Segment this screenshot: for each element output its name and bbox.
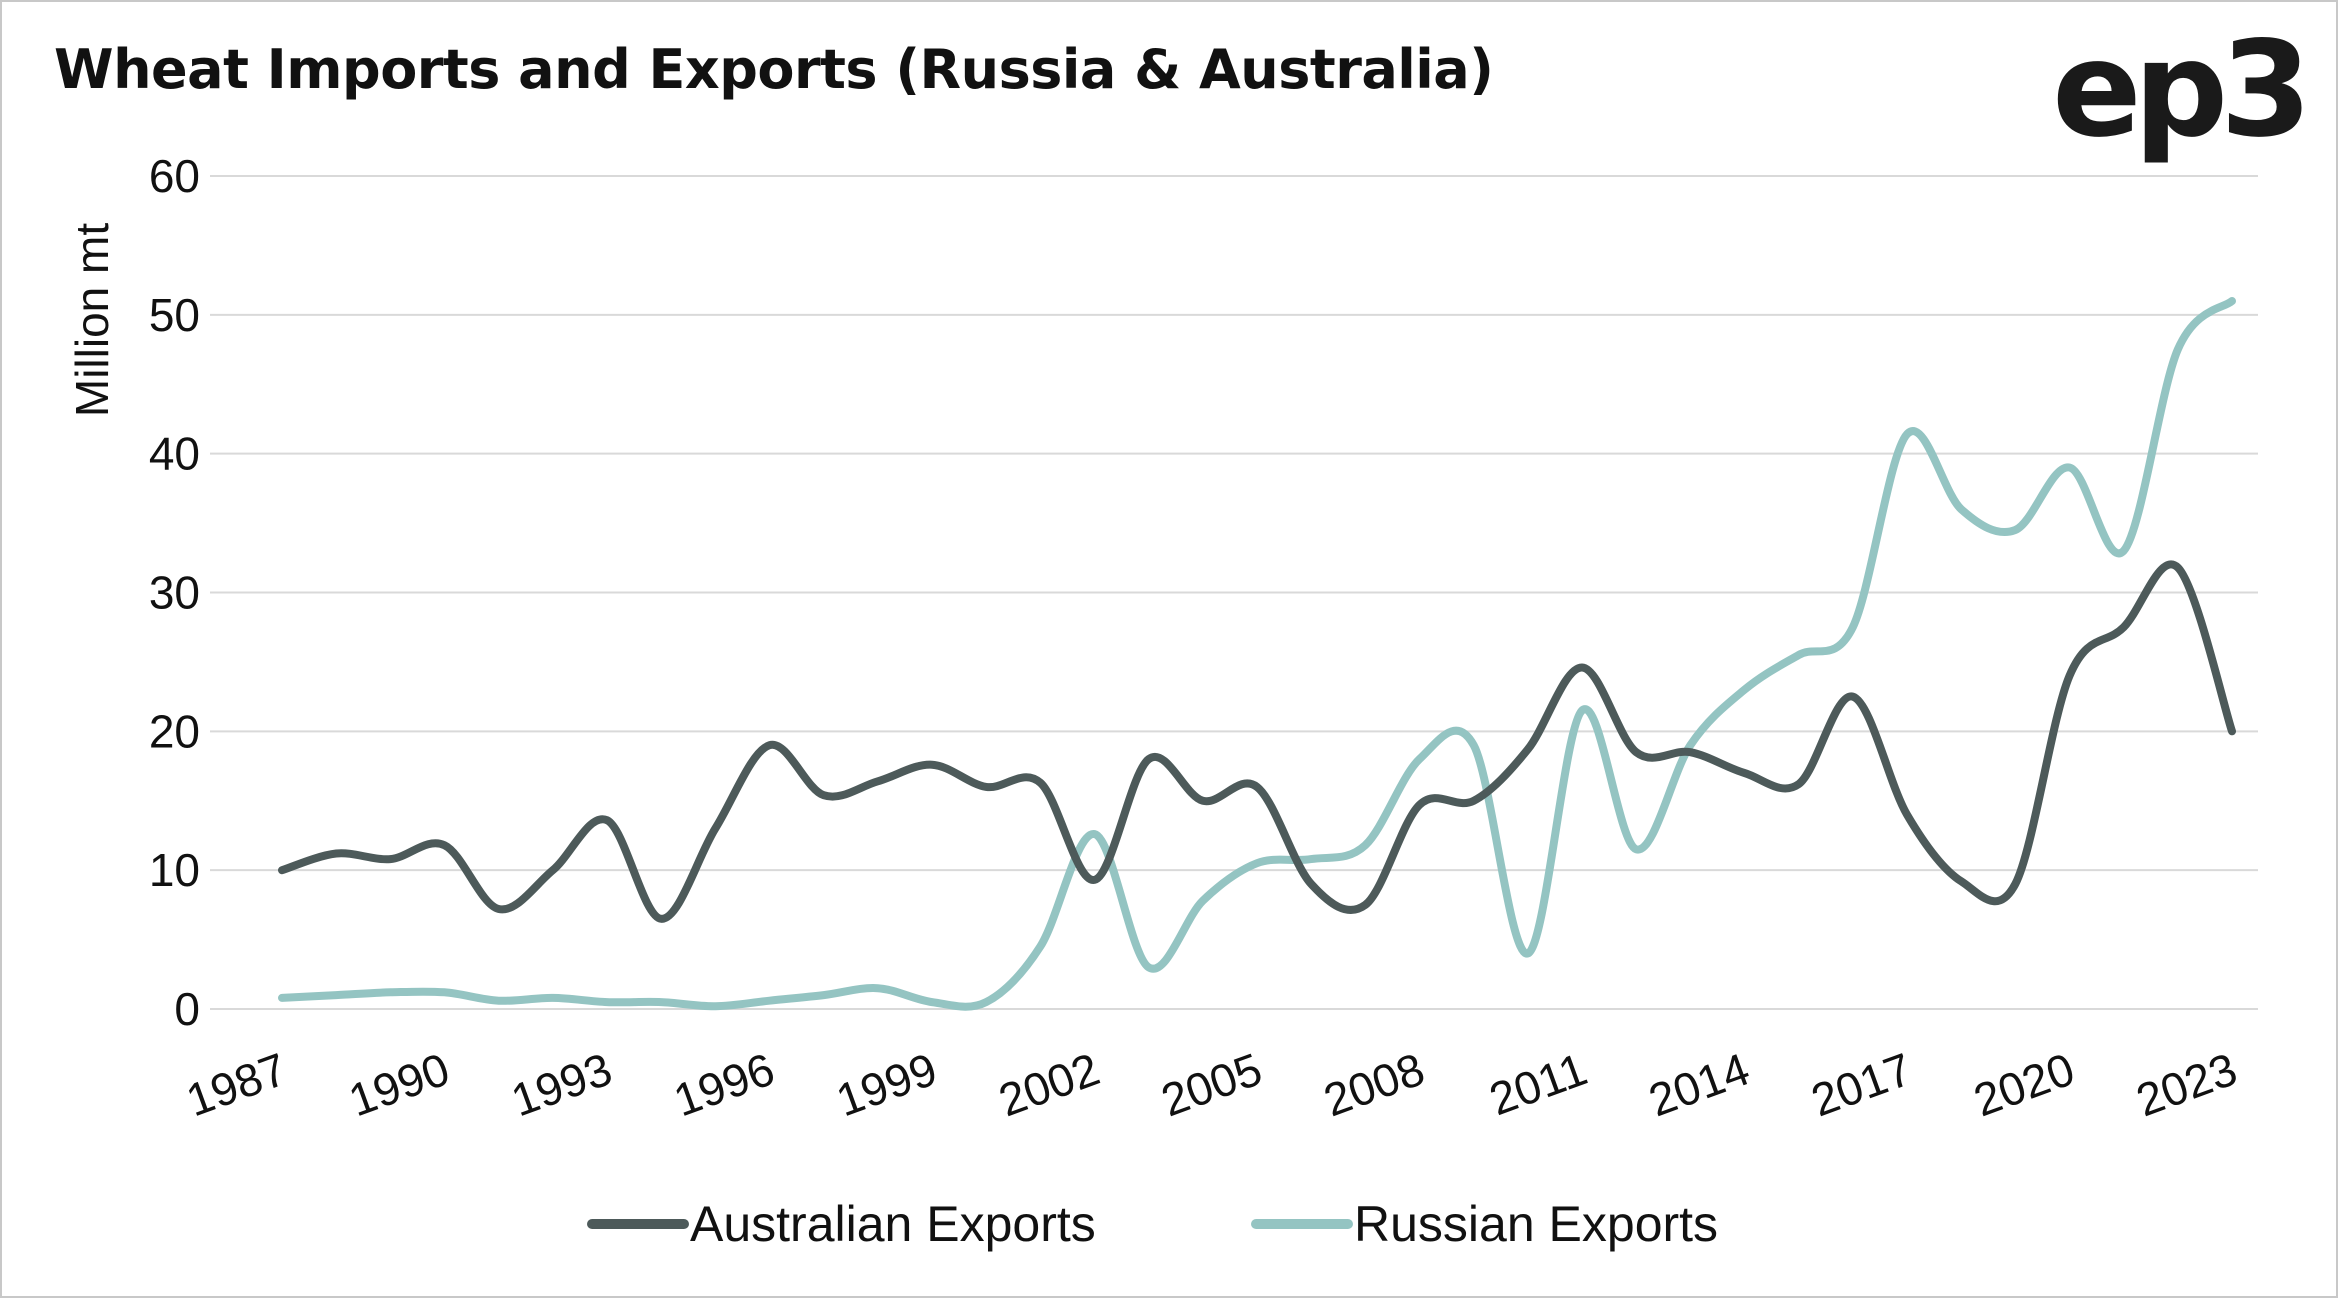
x-axis-ticks: 1987 1990 1993 1996 1999 2002 2005 2008 2011 2014… (179, 1043, 2243, 1127)
x-tick-label: 2002 (992, 1043, 1106, 1127)
chart-title: Wheat Imports and Exports (Russia & Aust… (54, 38, 1494, 101)
y-tick-label: 10 (149, 844, 200, 896)
y-tick-label: 60 (149, 150, 200, 202)
x-tick-label: 2014 (1642, 1043, 1756, 1127)
x-tick-label: 2023 (2129, 1043, 2243, 1127)
legend: Australian Exports Russian Exports (587, 1196, 1718, 1252)
x-tick-label: 1990 (342, 1043, 456, 1127)
ep3-logo: ep3 (2052, 13, 2312, 167)
y-axis-ticks: 0 10 20 30 40 50 60 (149, 150, 200, 1035)
x-tick-label: 2017 (1804, 1043, 1918, 1127)
y-tick-label: 30 (149, 567, 200, 619)
x-tick-label: 2008 (1317, 1043, 1431, 1127)
x-tick-label: 1996 (667, 1043, 781, 1127)
x-tick-label: 2011 (1483, 1043, 1594, 1126)
x-tick-label: 1993 (504, 1043, 618, 1127)
series-line-russian-exports (278, 297, 2236, 1011)
legend-label: Australian Exports (690, 1196, 1096, 1252)
x-tick-label: 2020 (1967, 1043, 2081, 1127)
y-tick-label: 0 (174, 983, 200, 1035)
x-tick-label: 2005 (1154, 1043, 1268, 1127)
y-tick-label: 40 (149, 428, 200, 480)
y-tick-label: 50 (149, 289, 200, 341)
series-lines (278, 297, 2236, 1011)
gridlines (210, 175, 2258, 1010)
x-tick-label: 1987 (179, 1043, 293, 1127)
y-tick-label: 20 (149, 705, 200, 757)
y-axis-label: Million mt (66, 223, 118, 417)
legend-label: Russian Exports (1354, 1196, 1718, 1252)
series-line-australian-exports (278, 560, 2236, 923)
x-tick-label: 1999 (829, 1043, 943, 1127)
